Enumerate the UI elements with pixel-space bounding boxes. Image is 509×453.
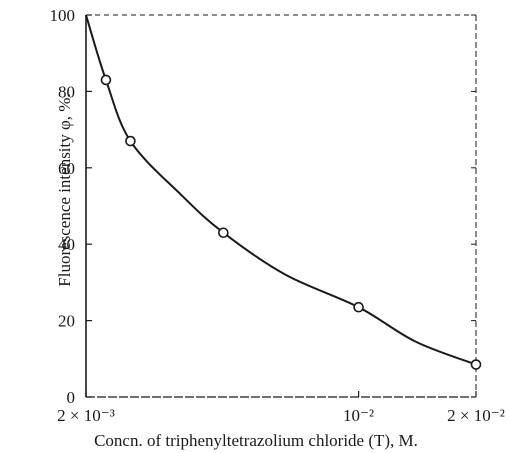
data-point bbox=[218, 227, 229, 239]
axis-ticks bbox=[85, 14, 477, 398]
x-axis-label: Concn. of triphenyltetrazolium chloride … bbox=[94, 431, 418, 450]
plot-frame bbox=[85, 14, 477, 398]
data-point bbox=[100, 74, 112, 86]
y-axis-label: Fluorescence intensity φ, %. bbox=[55, 93, 74, 286]
x-tick-label: 2 × 10⁻³ bbox=[57, 406, 115, 425]
x-tick-label: 2 × 10⁻² bbox=[447, 406, 505, 425]
y-tick-label: 60 bbox=[58, 159, 75, 178]
tick-labels: 0 20 40 60 80 100 2 × 10⁻³ 10⁻² 2 × 10⁻² bbox=[50, 6, 505, 425]
data-points bbox=[100, 74, 482, 370]
x-tick-label: 10⁻² bbox=[343, 406, 374, 425]
y-tick-label: 80 bbox=[58, 82, 75, 101]
data-point bbox=[353, 301, 364, 313]
y-tick-label: 40 bbox=[58, 235, 75, 254]
data-point bbox=[470, 359, 482, 370]
y-tick-label: 20 bbox=[58, 312, 75, 331]
fitted-curve bbox=[85, 14, 477, 366]
data-point bbox=[125, 135, 136, 147]
y-tick-label: 0 bbox=[67, 388, 76, 407]
y-tick-label: 100 bbox=[50, 6, 76, 25]
